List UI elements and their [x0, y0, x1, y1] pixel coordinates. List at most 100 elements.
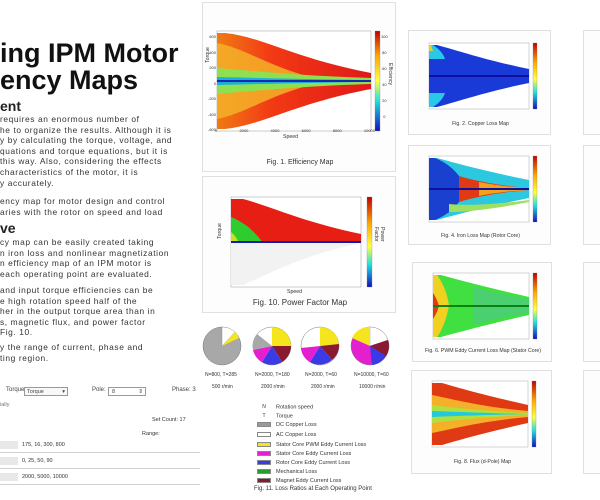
- ctick-label: 80: [382, 50, 387, 55]
- legend-label: Stator Core Eddy Current Loss: [276, 451, 352, 457]
- poster-title-line2: ency Maps: [0, 65, 139, 95]
- xtick-label: 2000: [239, 128, 249, 133]
- flux-map-panel: Fig. 8. Flux (d-Pole) Map: [411, 370, 552, 474]
- paragraph-line: y by calculating the torque, voltage, an…: [0, 135, 173, 146]
- pie-1-label: N=800, T=285: [205, 372, 237, 378]
- legend-swatch: [257, 478, 271, 484]
- xtick-label: 6000: [301, 128, 311, 133]
- copper-loss-caption: Fig. 2. Copper Loss Map: [452, 121, 509, 127]
- legend-label: AC Copper Loss: [276, 432, 317, 438]
- pie-4-rpm: 10000 r/min: [359, 384, 386, 390]
- row-label-cell: [0, 457, 18, 465]
- iron-loss-map-plot: [428, 155, 538, 223]
- pole-spinbox[interactable]: 8 ⇕: [108, 387, 146, 396]
- paragraph-line: he to organize the results. Although it …: [0, 124, 172, 135]
- power-factor-ylabel: Torque: [217, 223, 223, 239]
- paragraph-2: ency map for motor design and control ar…: [0, 196, 200, 217]
- table-row[interactable]: 2000, 5000, 10000: [0, 469, 200, 485]
- ytick-label: 200: [209, 65, 216, 70]
- legend-swatch: [257, 432, 271, 438]
- xtick-label: 0: [215, 128, 218, 133]
- ctick-label: 0: [383, 114, 386, 119]
- paragraph-line: aries with the rotor on speed and load: [0, 206, 163, 217]
- paragraph-line: ency map for motor design and control: [0, 196, 166, 206]
- poster-title: ing IPM Motor ency Maps: [0, 40, 200, 94]
- pie-2-slice: [252, 334, 272, 350]
- spinner-arrows-icon[interactable]: ⇕: [138, 389, 143, 395]
- xtick-label: 10000: [363, 128, 375, 133]
- ctick-label: 100: [381, 34, 388, 39]
- range-table: 175, 16, 300, 800 0, 25, 50, 90 2000, 50…: [0, 437, 200, 485]
- pie-4-slice: [370, 346, 386, 365]
- legend-swatch: [257, 460, 271, 466]
- efficiency-map-xticks: 0 2000 4000 6000 8000 10000: [215, 128, 375, 133]
- paragraph-line: n efficiency map of an IPM motor is: [0, 258, 152, 269]
- paragraph-line: n iron loss and nonlinear magnetization: [0, 247, 170, 258]
- pie-3-slice: [310, 346, 332, 365]
- phase-label: Phase: 3: [172, 387, 196, 393]
- efficiency-map-panel: Torque Speed Efficiency 600 400 200 0 -2…: [202, 2, 396, 172]
- efficiency-map-cticks: 100 80 60 40 20 0: [381, 29, 388, 125]
- pie-3-rpm: 2000 r/min: [311, 384, 335, 390]
- power-factor-map-plot: [230, 196, 373, 288]
- pole-label: Pole:: [92, 387, 106, 393]
- row-label-cell: [0, 473, 18, 481]
- pie-1-slice: [221, 326, 236, 347]
- paragraph-1: requires an enormous number of he to org…: [0, 114, 200, 188]
- offscreen-panel: [583, 262, 600, 362]
- range-value[interactable]: 175, 16, 300, 800: [22, 442, 65, 448]
- checkbox-label[interactable]: ially: [0, 402, 10, 408]
- table-row[interactable]: 0, 25, 50, 90: [0, 453, 200, 469]
- ytick-label: 600: [209, 34, 216, 39]
- efficiency-map-plot: [216, 30, 381, 132]
- ctick-label: 40: [382, 82, 387, 87]
- paragraph-line: e high rotation speed half of the: [0, 295, 138, 306]
- pwm-eddy-loss-map-panel: Fig. 6. PWM Eddy Current Loss Map (Stato…: [412, 262, 552, 362]
- offscreen-panel: [583, 30, 600, 135]
- ytick-label: -200: [207, 96, 216, 101]
- efficiency-map-cbar-label: Efficiency: [387, 63, 393, 86]
- offscreen-panel: [583, 145, 600, 245]
- pie-4-slice: [370, 340, 389, 356]
- pie-1-slice: [222, 332, 239, 346]
- paragraph-5: y the range of current, phase and ting r…: [0, 342, 200, 363]
- section-heading-2: ve: [0, 220, 16, 236]
- control-row: Torque Torque ▾ Pole: 8 ⇕ Phase: 3: [0, 385, 200, 399]
- legend-label: Rotation speed: [276, 404, 313, 411]
- xtick-label: 4000: [270, 128, 280, 133]
- legend-item: N Rotation speed: [257, 404, 313, 412]
- legend-mark: N: [262, 404, 266, 410]
- ytick-label: -400: [207, 111, 216, 117]
- pie-4-label: N=10000, T=60: [354, 372, 389, 378]
- legend-swatch: [257, 451, 271, 457]
- legend-mark: T: [262, 413, 266, 419]
- iron-loss-map-panel: Fig. 4. Iron Loss Map (Rotor Core): [408, 145, 551, 245]
- range-value[interactable]: 2000, 5000, 10000: [22, 474, 68, 480]
- paragraph-line: each operating point are evaluated.: [0, 268, 153, 279]
- legend-item: AC Copper Loss: [257, 432, 316, 440]
- legend-item: DC Copper Loss: [257, 422, 317, 430]
- pie-3-slice: [320, 344, 340, 360]
- range-value[interactable]: 0, 25, 50, 90: [22, 458, 53, 464]
- paragraph-4: and input torque efficiencies can be e h…: [0, 285, 200, 338]
- range-header: Range:: [142, 431, 160, 437]
- x-axis-select[interactable]: Torque ▾: [24, 387, 68, 396]
- paragraph-line: cy map can be easily created taking: [0, 237, 155, 247]
- pole-value: 8: [112, 389, 116, 395]
- table-row[interactable]: 175, 16, 300, 800: [0, 437, 200, 453]
- legend-label: Mechanical Loss: [276, 469, 317, 475]
- legend-label: Magnet Eddy Current Loss: [276, 478, 342, 484]
- iron-loss-caption: Fig. 4. Iron Loss Map (Rotor Core): [441, 233, 520, 239]
- pie-4-slice: [369, 326, 389, 347]
- paragraph-line: her in the output torque area than in: [0, 306, 156, 317]
- power-factor-xlabel: Speed: [287, 289, 303, 295]
- paragraph-line: and input torque efficiencies can be: [0, 285, 154, 295]
- paragraph-line: Fig. 10.: [0, 327, 33, 338]
- power-factor-map-panel: Torque Speed Power Factor Fig. 10. Power…: [202, 176, 396, 313]
- pie-3-slice: [301, 346, 320, 362]
- legend-item: Magnet Eddy Current Loss: [257, 478, 341, 486]
- ctick-label: 20: [382, 98, 387, 103]
- paragraph-line: s, magnetic flux, and power factor: [0, 316, 146, 327]
- efficiency-map-yticks: 600 400 200 0 -200 -400 -600: [207, 29, 216, 138]
- section-heading-1: ent: [0, 98, 21, 114]
